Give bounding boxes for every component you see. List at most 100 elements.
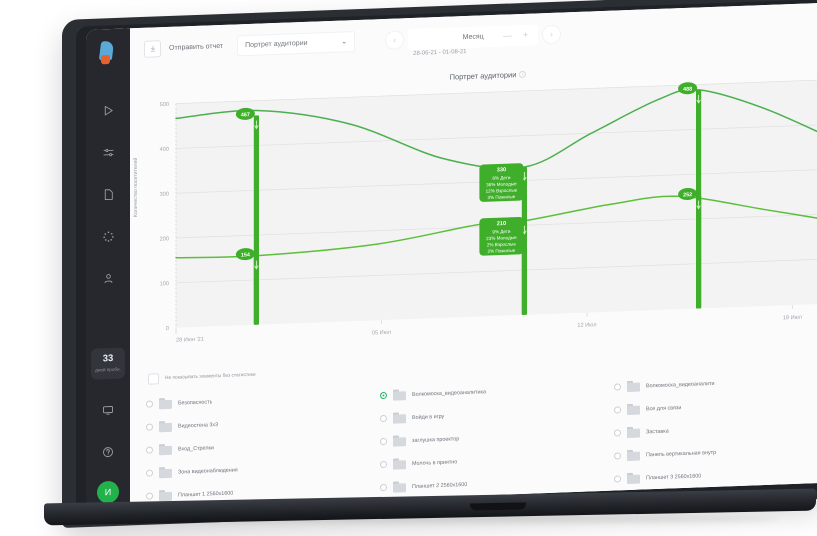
loading-dots-icon bbox=[102, 229, 115, 242]
trial-badge[interactable]: 33 дней пробн. bbox=[91, 347, 125, 380]
folder-icon bbox=[627, 380, 640, 393]
period-prev-button[interactable]: ‹ bbox=[385, 29, 405, 50]
list-item-radio[interactable] bbox=[614, 452, 621, 460]
y-axis-tick: 400 bbox=[160, 147, 169, 153]
list-item-label: Планшет 1 2560х1600 bbox=[178, 490, 234, 499]
document-icon bbox=[102, 187, 115, 200]
avatar[interactable]: И bbox=[97, 480, 119, 504]
list-item-label: Безопасность bbox=[178, 398, 213, 407]
date-range-label: 28-06-21 - 01-08-21 bbox=[413, 48, 467, 57]
period-increase-button[interactable]: + bbox=[522, 29, 529, 40]
tooltip-row: 36% Молодые bbox=[486, 181, 517, 187]
folder-icon bbox=[627, 426, 640, 439]
list-item-radio[interactable] bbox=[146, 492, 153, 500]
list-item-radio[interactable] bbox=[614, 406, 621, 414]
list-item-label: заглушка проектор bbox=[412, 435, 460, 444]
play-icon bbox=[102, 103, 115, 116]
tooltip-row: 9% Дети bbox=[492, 229, 511, 235]
sidebar-item-screen[interactable] bbox=[91, 393, 125, 428]
app-logo[interactable] bbox=[97, 40, 119, 68]
list-item-radio[interactable] bbox=[146, 446, 153, 454]
export-report-button[interactable] bbox=[144, 39, 161, 58]
list-item-radio[interactable] bbox=[614, 475, 621, 483]
x-axis-tick: 19 Июл bbox=[783, 315, 802, 322]
sliders-icon bbox=[102, 145, 115, 158]
svg-text:154: 154 bbox=[241, 252, 250, 258]
trial-days: 33 bbox=[102, 352, 114, 365]
list-item-radio[interactable] bbox=[380, 437, 387, 446]
period-decrease-button[interactable]: — bbox=[503, 30, 513, 41]
list-item-radio[interactable] bbox=[380, 414, 387, 423]
chart-value-badge[interactable]: 252 bbox=[678, 187, 698, 201]
person-icon bbox=[102, 271, 115, 284]
chart-value-badge[interactable]: 467 bbox=[235, 107, 255, 121]
y-axis-tick: 300 bbox=[160, 191, 169, 197]
list-item-radio[interactable] bbox=[380, 460, 387, 469]
chart-line bbox=[175, 88, 817, 170]
y-axis-tick: 100 bbox=[160, 281, 169, 287]
hide-no-stats-label: Не показывать элементы без статистики bbox=[165, 372, 256, 382]
folder-icon bbox=[159, 490, 172, 502]
chart-marker-bar[interactable] bbox=[253, 255, 260, 325]
tooltip-row: 12% Взрослые bbox=[486, 188, 518, 194]
sidebar-item-loading[interactable] bbox=[91, 219, 125, 254]
list-item-label: Зона видеонаблюдения bbox=[178, 466, 238, 476]
laptop-shadow bbox=[120, 515, 780, 523]
chart-marker-bar[interactable] bbox=[696, 195, 702, 309]
info-icon[interactable]: i bbox=[519, 70, 527, 79]
folder-icon bbox=[627, 449, 640, 462]
x-axis-tick: 12 Июл bbox=[577, 322, 596, 329]
sidebar-item-player[interactable] bbox=[91, 93, 125, 128]
report-type-value: Портрет аудитории bbox=[245, 39, 308, 49]
list-item-label: Планшет 3 2560х1600 bbox=[646, 472, 702, 481]
trial-label: дней пробн. bbox=[95, 366, 121, 373]
export-report-label: Отправить отчет bbox=[169, 42, 224, 52]
chart-plot-area: Количество посетителей 0 100 200 300 400 500 2… bbox=[130, 71, 817, 359]
list-item-radio[interactable] bbox=[380, 483, 387, 492]
y-axis-tick: 200 bbox=[160, 236, 169, 242]
chart-value-badge[interactable]: 488 bbox=[678, 82, 698, 95]
sidebar: 33 дней пробн. bbox=[86, 28, 130, 510]
x-axis-tick: 05 Июл bbox=[372, 330, 391, 337]
sidebar-item-documents[interactable] bbox=[91, 177, 125, 212]
sidebar-item-profile[interactable] bbox=[91, 261, 125, 296]
chart-value-badge[interactable]: 154 bbox=[235, 248, 255, 261]
folder-icon bbox=[393, 481, 406, 493]
list-item-label: Войди в игру bbox=[412, 413, 445, 421]
period-next-button[interactable]: › bbox=[542, 24, 562, 44]
list-item-label: Молочь в приятно bbox=[412, 458, 458, 467]
period-select[interactable]: Месяц — + bbox=[408, 23, 539, 50]
tooltip-row: 8% Дети bbox=[492, 175, 511, 181]
tooltip-row: 3% Пожилые bbox=[487, 194, 515, 200]
list-item-label: Все для связи bbox=[646, 404, 682, 412]
list-item-radio[interactable] bbox=[146, 400, 153, 408]
monitor-icon bbox=[102, 404, 114, 416]
svg-text:488: 488 bbox=[683, 86, 692, 92]
element-list-grid: Безопасность Волкомоска_видеоаналитика Вол… bbox=[146, 368, 817, 508]
svg-text:252: 252 bbox=[683, 192, 692, 198]
hide-no-stats-checkbox[interactable] bbox=[148, 373, 159, 385]
svg-text:467: 467 bbox=[241, 112, 250, 118]
folder-icon bbox=[393, 458, 406, 470]
list-item-radio[interactable] bbox=[614, 429, 621, 437]
list-item-radio[interactable] bbox=[146, 423, 153, 431]
x-axis-tick: 28 Июн '21 bbox=[176, 337, 204, 344]
list-item-radio[interactable] bbox=[614, 383, 621, 391]
report-type-select[interactable]: Портрет аудитории ⌄ bbox=[237, 30, 356, 56]
sidebar-item-settings[interactable] bbox=[91, 135, 125, 170]
content-area: Отправить отчет Портрет аудитории ⌄ ‹ Ме… bbox=[130, 2, 817, 509]
y-axis-tick: 0 bbox=[166, 326, 169, 332]
list-item-label: Волкомоска_видеоаналити bbox=[646, 380, 715, 389]
list-item-label: Заставка bbox=[646, 428, 669, 435]
list-item-radio[interactable] bbox=[146, 469, 153, 477]
toolbar: Отправить отчет Портрет аудитории ⌄ ‹ Ме… bbox=[130, 2, 817, 71]
list-item-radio[interactable] bbox=[380, 391, 387, 400]
laptop-notch bbox=[470, 502, 526, 511]
sidebar-item-help[interactable] bbox=[91, 435, 125, 470]
tooltip-row: 2% Пожилые bbox=[487, 248, 515, 254]
application-window: 33 дней пробн. bbox=[86, 2, 817, 510]
folder-icon bbox=[627, 472, 640, 485]
